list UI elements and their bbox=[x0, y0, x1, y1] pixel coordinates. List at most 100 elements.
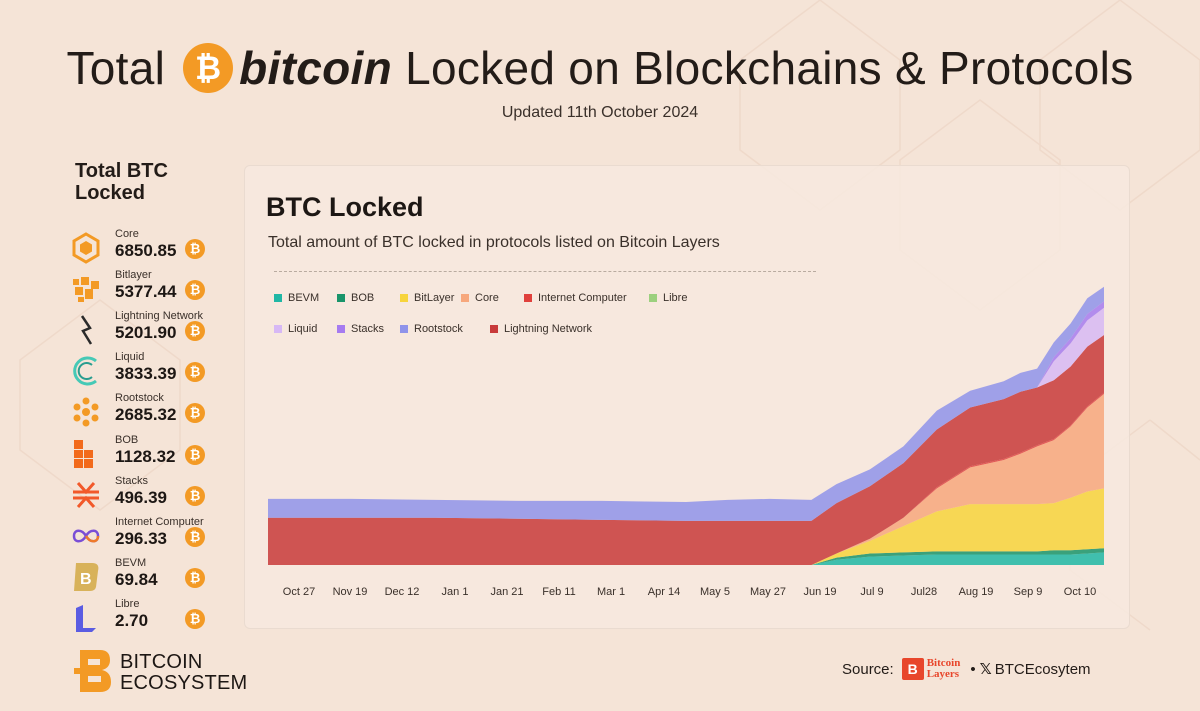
legend-label: BEVM bbox=[288, 292, 320, 304]
page-title: Total ₿ bitcoin Locked on Blockchains & … bbox=[0, 38, 1200, 98]
x-tick-label: Oct 27 bbox=[283, 586, 315, 598]
legend-label: Libre bbox=[663, 292, 688, 304]
x-tick-label: Jan 21 bbox=[490, 586, 523, 598]
area-series-bevm bbox=[268, 552, 1104, 565]
protocol-row-bitlayer: Bitlayer 5377.44 ₿ bbox=[70, 269, 245, 309]
title-bitcoin-word: bitcoin bbox=[239, 42, 393, 94]
protocol-btc-value: 5377.44 bbox=[115, 282, 177, 302]
liquid-icon bbox=[70, 355, 102, 387]
x-handle[interactable]: BTCEcosytem bbox=[994, 660, 1091, 678]
protocol-btc-value: 2685.32 bbox=[115, 405, 177, 425]
legend-item-rootstock[interactable]: Rootstock bbox=[400, 323, 463, 335]
source-label: Source: bbox=[842, 660, 894, 678]
chart-divider bbox=[274, 271, 816, 272]
protocol-name: Stacks bbox=[115, 474, 149, 487]
protocol-btc-value: 69.84 bbox=[115, 569, 158, 589]
legend-item-libre[interactable]: Libre bbox=[649, 292, 687, 304]
legend-item-core[interactable]: Core bbox=[461, 292, 499, 304]
x-tick-label: Dec 12 bbox=[385, 586, 420, 598]
protocol-btc-value: 6850.85 bbox=[115, 241, 177, 260]
bitcoin-layers-line2: Layers bbox=[926, 668, 960, 680]
x-tick-label: Feb 11 bbox=[542, 586, 575, 598]
bitcoin-coin-icon: ₿ bbox=[185, 608, 205, 629]
x-tick-label: Jun 19 bbox=[803, 586, 836, 598]
x-tick-label: May 5 bbox=[700, 586, 730, 598]
bitcoin-ecosystem-logo-icon bbox=[74, 650, 111, 692]
rootstock-icon bbox=[70, 396, 102, 428]
x-tick-label: Mar 1 bbox=[597, 586, 625, 598]
bitcoin-coin-icon: ₿ bbox=[185, 567, 205, 588]
bitcoin-ecosystem-brand: BITCOIN ECOSYSTEM bbox=[74, 648, 274, 696]
legend-item-bevm[interactable]: BEVM bbox=[274, 292, 319, 304]
bitcoin-coin-icon: ₿ bbox=[185, 280, 205, 301]
protocol-name: BOB bbox=[115, 433, 139, 446]
protocol-row-internet-computer: Internet Computer 296.33 ₿ bbox=[70, 516, 245, 556]
legend-item-lightning-network[interactable]: Lightning Network bbox=[490, 323, 592, 335]
protocol-name: Libre bbox=[115, 597, 140, 610]
legend-swatch bbox=[337, 325, 345, 333]
legend-swatch bbox=[649, 294, 657, 302]
title-suffix: Locked on Blockchains & Protocols bbox=[392, 42, 1134, 94]
bitcoin-coin-icon: ₿ bbox=[185, 239, 205, 259]
protocol-name: Internet Computer bbox=[115, 515, 204, 528]
bitcoin-coin-icon: ₿ bbox=[185, 362, 205, 383]
legend-label: Lightning Network bbox=[504, 323, 593, 335]
bitcoin-layers-logo-icon: B bbox=[901, 658, 924, 680]
bitcoin-coin-icon: ₿ bbox=[185, 526, 205, 547]
legend-item-internet-computer[interactable]: Internet Computer bbox=[524, 292, 627, 304]
legend-label: BOB bbox=[351, 292, 375, 304]
legend-item-stacks[interactable]: Stacks bbox=[337, 323, 384, 335]
x-tick-label: Jul28 bbox=[911, 586, 937, 598]
updated-date: Updated 11th October 2024 bbox=[501, 104, 699, 121]
legend-label: Stacks bbox=[351, 323, 385, 335]
legend-item-liquid[interactable]: Liquid bbox=[274, 323, 317, 335]
bitcoin-coin-icon: ₿ bbox=[185, 444, 205, 465]
bob-icon bbox=[70, 438, 102, 470]
protocol-btc-value: 3833.39 bbox=[115, 364, 177, 384]
x-tick-label: Aug 19 bbox=[959, 586, 994, 598]
bitcoin-coin-icon: ₿ bbox=[185, 321, 205, 342]
legend-label: Rootstock bbox=[414, 323, 463, 335]
legend-swatch bbox=[461, 294, 469, 302]
brand-line1: BITCOIN bbox=[120, 651, 203, 673]
legend-swatch bbox=[400, 294, 408, 302]
legend-item-bob[interactable]: BOB bbox=[337, 292, 374, 304]
bitcoin-layers-line1: Bitcoin bbox=[926, 657, 961, 669]
x-tick-label: Jan 1 bbox=[442, 586, 469, 598]
bitlayer-icon bbox=[70, 273, 102, 305]
area-series-lightning-network bbox=[268, 335, 1104, 565]
stacks-icon bbox=[70, 479, 102, 511]
protocol-btc-value: 2.70 bbox=[115, 610, 149, 630]
source-attribution: Source: B Bitcoin Layers • 𝕏 BTCEcosytem bbox=[842, 656, 1091, 682]
bitcoin-coin-icon: ₿ bbox=[185, 485, 205, 506]
protocol-name: Rootstock bbox=[115, 392, 164, 405]
protocol-name: Bitlayer bbox=[115, 269, 152, 282]
area-series-rootstock bbox=[268, 286, 1104, 521]
legend-swatch bbox=[400, 325, 408, 333]
chart-subtitle: Total amount of BTC locked in protocols … bbox=[268, 234, 720, 251]
libre-icon bbox=[70, 602, 102, 634]
x-tick-label: Nov 19 bbox=[333, 586, 368, 598]
legend-swatch bbox=[524, 294, 532, 302]
legend-label: Core bbox=[475, 292, 499, 304]
protocol-btc-value: 5201.90 bbox=[115, 323, 177, 343]
legend-swatch bbox=[490, 325, 498, 333]
x-tick-label: Apr 14 bbox=[648, 586, 680, 598]
area-series-bitlayer bbox=[268, 488, 1104, 565]
protocol-name: Lightning Network bbox=[115, 310, 204, 323]
x-tick-label: Jul 9 bbox=[860, 586, 883, 598]
legend-item-bitlayer[interactable]: BitLayer bbox=[400, 292, 454, 304]
legend-label: Internet Computer bbox=[538, 292, 627, 304]
protocol-name: Liquid bbox=[115, 351, 145, 364]
protocol-row-rootstock: Rootstock 2685.32 ₿ bbox=[70, 392, 245, 432]
bitcoin-coin-icon: ₿ bbox=[183, 43, 234, 93]
legend-swatch bbox=[274, 325, 282, 333]
x-tick-label: Oct 10 bbox=[1064, 586, 1096, 598]
protocol-row-liquid: Liquid 3833.39 ₿ bbox=[70, 351, 245, 391]
brand-line2: ECOSYSTEM bbox=[120, 672, 248, 694]
lightning-icon bbox=[70, 314, 102, 346]
protocol-btc-value: 1128.32 bbox=[115, 446, 176, 466]
core-hexagon-icon bbox=[70, 232, 102, 264]
protocol-row-bob: BOB 1128.32 ₿ bbox=[70, 434, 245, 474]
